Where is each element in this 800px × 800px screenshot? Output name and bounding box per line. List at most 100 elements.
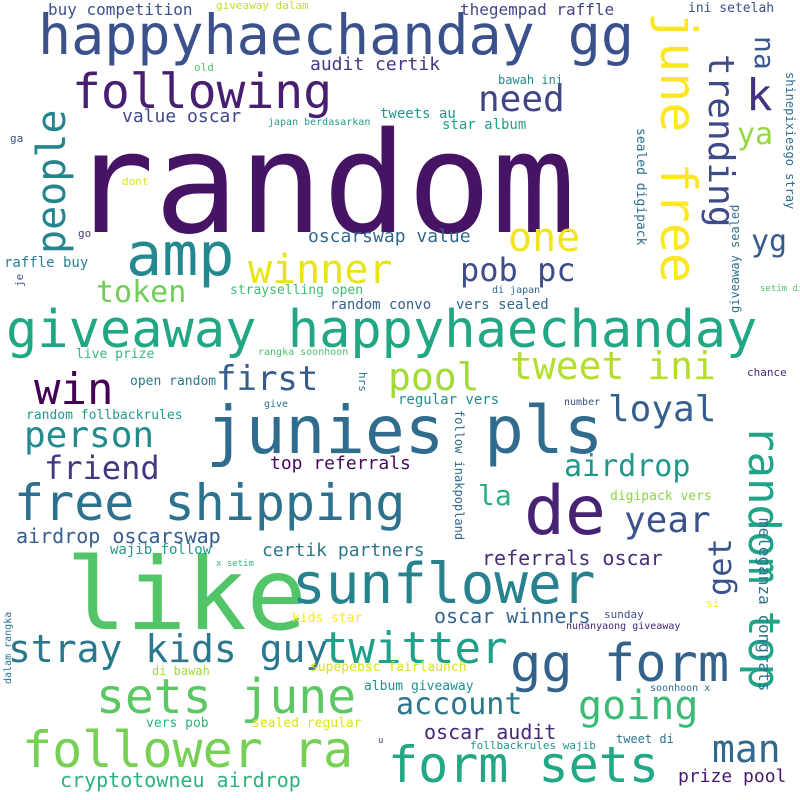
- word: follbackrules wajib: [470, 739, 596, 752]
- word: follow inakpopland: [452, 410, 466, 541]
- word: tweets au: [380, 106, 456, 122]
- word: one: [508, 215, 581, 261]
- word: rangka soonhoon: [258, 347, 349, 358]
- word: get: [701, 538, 739, 596]
- word: soonhoon x: [650, 683, 711, 694]
- word: go: [78, 227, 92, 240]
- word: winner: [248, 247, 393, 293]
- word: random: [70, 103, 576, 266]
- word: first: [216, 359, 319, 399]
- word: man: [712, 727, 781, 771]
- word: sunflower: [292, 552, 596, 617]
- word: certik partners: [262, 540, 425, 561]
- word: chance: [747, 366, 787, 379]
- word: la: [478, 479, 512, 512]
- word: random follbackrules: [26, 408, 183, 423]
- word: sealed digipack: [633, 128, 648, 246]
- word: nunanyaong giveaway: [566, 621, 681, 632]
- word: di bawah: [152, 664, 210, 678]
- word: sets june: [96, 669, 357, 725]
- word: twitter: [322, 623, 508, 674]
- word: tweet di: [616, 732, 674, 746]
- word: airdrop: [564, 449, 691, 484]
- word: old: [194, 61, 214, 74]
- word: regular vers: [398, 392, 500, 408]
- word: stray kids guy: [8, 627, 329, 671]
- word: trending: [700, 54, 741, 228]
- word: person: [24, 415, 155, 456]
- word: number: [564, 397, 601, 408]
- word: ini setelah: [688, 1, 775, 16]
- word: amp: [126, 220, 235, 290]
- word: k: [746, 70, 773, 121]
- word: album giveaway: [364, 679, 474, 694]
- word: sunday: [604, 608, 644, 621]
- word: pool: [388, 355, 480, 399]
- word: gg form: [510, 634, 730, 694]
- word: u: [378, 736, 384, 746]
- word: je: [13, 273, 26, 287]
- word: going: [578, 683, 699, 729]
- word: giveaway dalam: [216, 0, 309, 12]
- word: account: [396, 687, 523, 722]
- word: de: [524, 472, 606, 551]
- word: give: [264, 399, 289, 410]
- word: ya: [737, 117, 774, 152]
- word: pob pc: [460, 251, 576, 289]
- word: follower ra: [22, 721, 354, 779]
- word: vers pob: [146, 716, 209, 731]
- word: top referrals: [270, 453, 411, 474]
- word: setim di: [760, 284, 800, 294]
- word: star album: [442, 117, 527, 133]
- word: happyhaechanday gg: [38, 3, 635, 67]
- word: ga: [10, 132, 24, 145]
- word: oscarswap value: [308, 226, 471, 247]
- word: digipack vers: [610, 489, 712, 504]
- word: strayselling open: [230, 283, 364, 298]
- word: tweet ini: [510, 344, 716, 388]
- word: june free: [649, 12, 707, 283]
- word: following: [72, 64, 333, 120]
- word: free shipping: [14, 474, 406, 532]
- word: hrs: [356, 372, 369, 392]
- word: giveaway happyhaechanday: [6, 300, 758, 360]
- word: airdrop oscarswap: [16, 524, 221, 548]
- word: oscar winners: [434, 604, 591, 628]
- word: random convo: [330, 297, 432, 313]
- word: oscar audit: [424, 720, 557, 744]
- word: sealed regular: [252, 716, 362, 731]
- word: na: [748, 36, 781, 70]
- word: prize pool: [678, 766, 787, 787]
- word: vers sealed: [456, 297, 549, 313]
- word: cryptotowneu airdrop: [60, 768, 301, 792]
- word: di japan: [492, 285, 541, 296]
- word: open random: [130, 374, 217, 389]
- word: bawah ini: [498, 73, 564, 87]
- word: junies pls: [206, 392, 604, 469]
- word: loyal: [608, 389, 717, 430]
- word: live prize: [76, 347, 155, 362]
- word: raffle buy: [4, 255, 89, 271]
- word: meleganza congrats: [755, 518, 774, 692]
- word: dont: [122, 175, 149, 188]
- word: win: [34, 364, 114, 415]
- word: need: [478, 79, 565, 120]
- word: supepebsc fairlaunch: [310, 660, 467, 675]
- word: audit certik: [310, 54, 441, 75]
- word: wajib follow: [110, 542, 212, 558]
- word: buy competition: [48, 0, 193, 19]
- word: japan berdasarkan: [268, 117, 371, 128]
- word: people: [29, 109, 75, 255]
- word: x setim: [216, 559, 254, 569]
- word: si: [706, 597, 720, 610]
- word: like: [66, 536, 307, 653]
- word: thegempad raffle: [460, 0, 615, 19]
- word: friend: [44, 449, 160, 487]
- word: yg: [751, 224, 788, 259]
- word: form sets: [388, 736, 659, 794]
- word: dalam rangka: [3, 611, 14, 684]
- word: giveaway sealed: [728, 204, 742, 313]
- word: token: [96, 275, 187, 310]
- word: shinepixiesgo stray: [783, 72, 797, 210]
